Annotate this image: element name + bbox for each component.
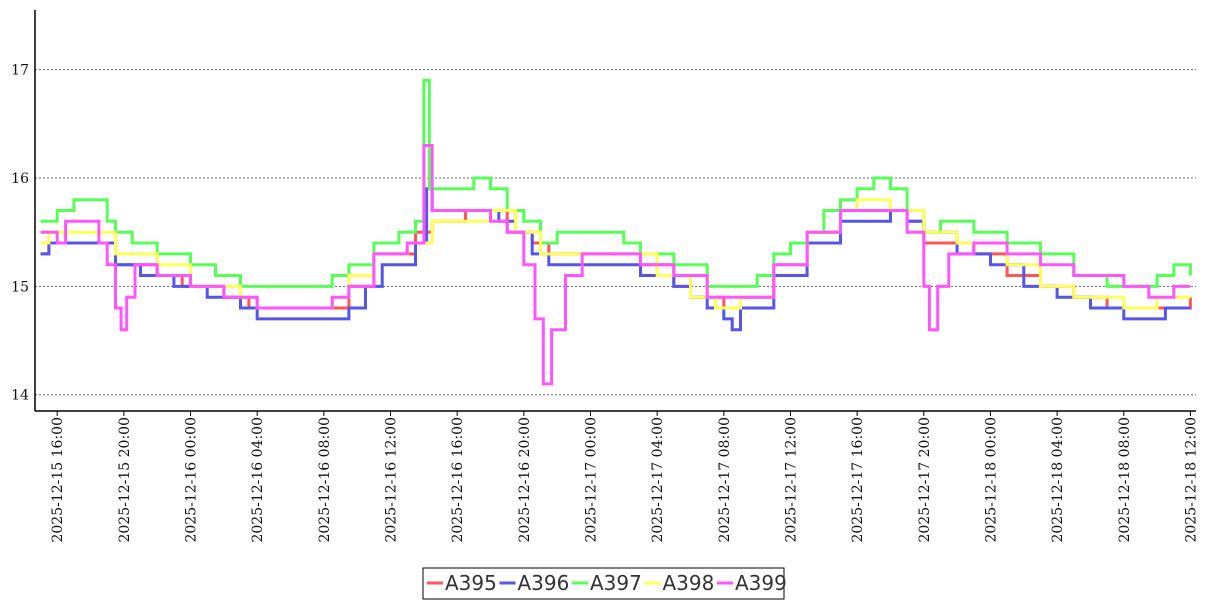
x-tick-label: 2025-12-17 04:00 — [650, 417, 666, 543]
x-tick-label: 2025-12-16 16:00 — [450, 417, 466, 543]
x-tick-label: 2025-12-18 12:00 — [1183, 417, 1199, 543]
x-tick-label: 2025-12-16 04:00 — [250, 417, 266, 543]
x-tick-label: 2025-12-17 12:00 — [783, 417, 799, 543]
x-tick-label: 2025-12-16 20:00 — [517, 417, 533, 543]
y-tick-label: 15 — [11, 279, 29, 295]
x-tick-label: 2025-12-18 00:00 — [983, 417, 999, 543]
x-tick-label: 2025-12-16 00:00 — [184, 417, 200, 543]
y-tick-label: 16 — [11, 171, 29, 187]
x-tick-label: 2025-12-18 08:00 — [1117, 417, 1133, 543]
axes — [34, 10, 1196, 416]
legend-label-a399: A399 — [735, 571, 787, 595]
series-line-a396 — [40, 187, 1191, 332]
x-tick-labels: 2025-12-15 16:00 2025-12-15 20:00 2025-12-… — [50, 417, 1199, 543]
y-tick-labels: 14 15 16 17 — [11, 63, 29, 404]
x-tick-label: 2025-12-18 04:00 — [1050, 417, 1066, 543]
x-tick-label: 2025-12-15 16:00 — [50, 417, 66, 543]
legend-label-a395: A395 — [445, 571, 497, 595]
x-tick-label: 2025-12-17 00:00 — [584, 417, 600, 543]
x-tick-label: 2025-12-17 16:00 — [850, 417, 866, 543]
legend-label-a396: A396 — [518, 571, 570, 595]
legend: A395 A396 A397 A398 A399 — [422, 567, 787, 600]
series-lines — [40, 78, 1192, 386]
x-tick-label: 2025-12-17 08:00 — [717, 417, 733, 543]
series-line-a395 — [40, 209, 1192, 310]
x-tick-label: 2025-12-16 12:00 — [384, 417, 400, 543]
series-line-a397 — [40, 78, 1192, 288]
y-tick-label: 14 — [11, 388, 29, 404]
x-tick-label: 2025-12-17 20:00 — [917, 417, 933, 543]
legend-label-a398: A398 — [663, 571, 715, 595]
x-tick-label: 2025-12-15 20:00 — [117, 417, 133, 543]
legend-label-a397: A397 — [590, 571, 642, 595]
x-tick-label: 2025-12-16 08:00 — [317, 417, 333, 543]
series-line-a399 — [40, 144, 1191, 386]
y-tick-label: 17 — [11, 63, 29, 79]
